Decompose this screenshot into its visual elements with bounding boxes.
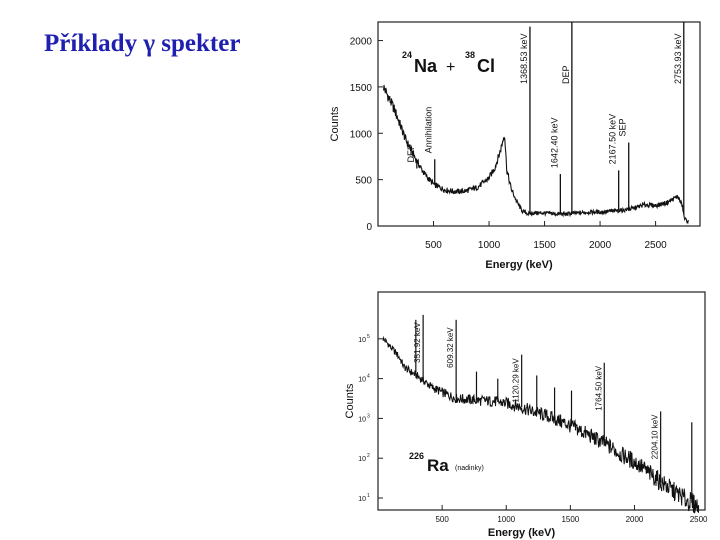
chart2-x-tick-label: 500 [435, 515, 449, 524]
chart2-peak-label: 1120.29 keV [512, 358, 521, 403]
chart1-x-axis-label: Energy (keV) [485, 259, 553, 271]
chart2-x-tick-label: 2500 [690, 515, 708, 524]
chart1-y-tick-label: 1500 [350, 83, 373, 94]
chart1-peak-label: 2753.93 keV [673, 33, 683, 84]
chart2-title-mass: 226 [409, 451, 424, 461]
chart1-title-mass1: 24 [402, 50, 412, 60]
chart2-y-tick-label-exp: 3 [367, 413, 370, 419]
chart2-y-tick-label-base: 10 [358, 456, 366, 463]
chart2-y-axis-label: Counts [344, 383, 356, 418]
chart1-title-element2: Cl [477, 56, 495, 76]
chart2-frame [377, 291, 706, 511]
chart2-y-tick-label-exp: 5 [367, 334, 370, 340]
chart1-y-tick-label: 2000 [350, 37, 373, 48]
chart1-x-tick-label: 1500 [533, 240, 556, 251]
chart1-frame [377, 21, 701, 227]
chart1-title-element1: Na [414, 56, 438, 76]
chart2-y-tick-label-base: 10 [358, 496, 366, 503]
chart2-peak-label: 2204.10 keV [651, 414, 660, 460]
chart2-x-tick-label: 1000 [497, 515, 515, 524]
chart1-peak-label: 1368.53 keV [519, 33, 529, 84]
chart1-peak-label: 2167.50 keV [608, 114, 618, 165]
chart1-peak-label: Annihilation [424, 107, 434, 154]
chart1-y-tick-label: 1000 [350, 129, 373, 140]
chart2-peak-label: 1764.50 keV [594, 365, 603, 411]
chart1-y-tick-label: 500 [355, 176, 372, 187]
chart2-y-tick-label-base: 10 [358, 377, 366, 384]
chart1-x-tick-label: 2500 [644, 240, 667, 251]
chart2-y-tick-label-exp: 2 [367, 453, 370, 459]
chart1-title-mass2: 38 [465, 50, 475, 60]
chart1-peak-label: SEP [618, 119, 628, 137]
chart1-y-tick-label: 0 [366, 222, 372, 233]
chart1-peak-label: DEP [561, 65, 571, 84]
chart1-peak-label: 1642.40 keV [549, 118, 559, 169]
chart2-peak-label: 609.32 keV [446, 327, 455, 368]
chart2-y-tick-label-base: 10 [358, 416, 366, 423]
chart1-peak-label: DEP [406, 144, 416, 163]
chart2-y-tick-label-exp: 1 [367, 493, 370, 499]
slide-title: Příklady γ spekter [44, 30, 241, 57]
chart2-peak-label: 351.92 keV [413, 322, 422, 363]
chart2-x-tick-label: 2000 [626, 515, 644, 524]
chart2-y-tick-label-exp: 4 [367, 374, 370, 380]
chart1-y-axis-label: Counts [329, 106, 341, 141]
chart2-title-element: Ra [427, 456, 449, 475]
chart1-x-tick-label: 2000 [589, 240, 612, 251]
chart2-spectrum-line [382, 335, 700, 514]
chart1-x-tick-label: 1000 [478, 240, 501, 251]
chart2-x-tick-label: 1500 [561, 515, 579, 524]
chart2-y-tick-label-base: 10 [358, 337, 366, 344]
chart2-title-note: (nadinky) [455, 465, 484, 472]
chart1-x-tick-label: 500 [425, 240, 442, 251]
chart2-x-axis-label: Energy (keV) [488, 527, 556, 539]
chart1-title-plus: + [446, 59, 455, 76]
